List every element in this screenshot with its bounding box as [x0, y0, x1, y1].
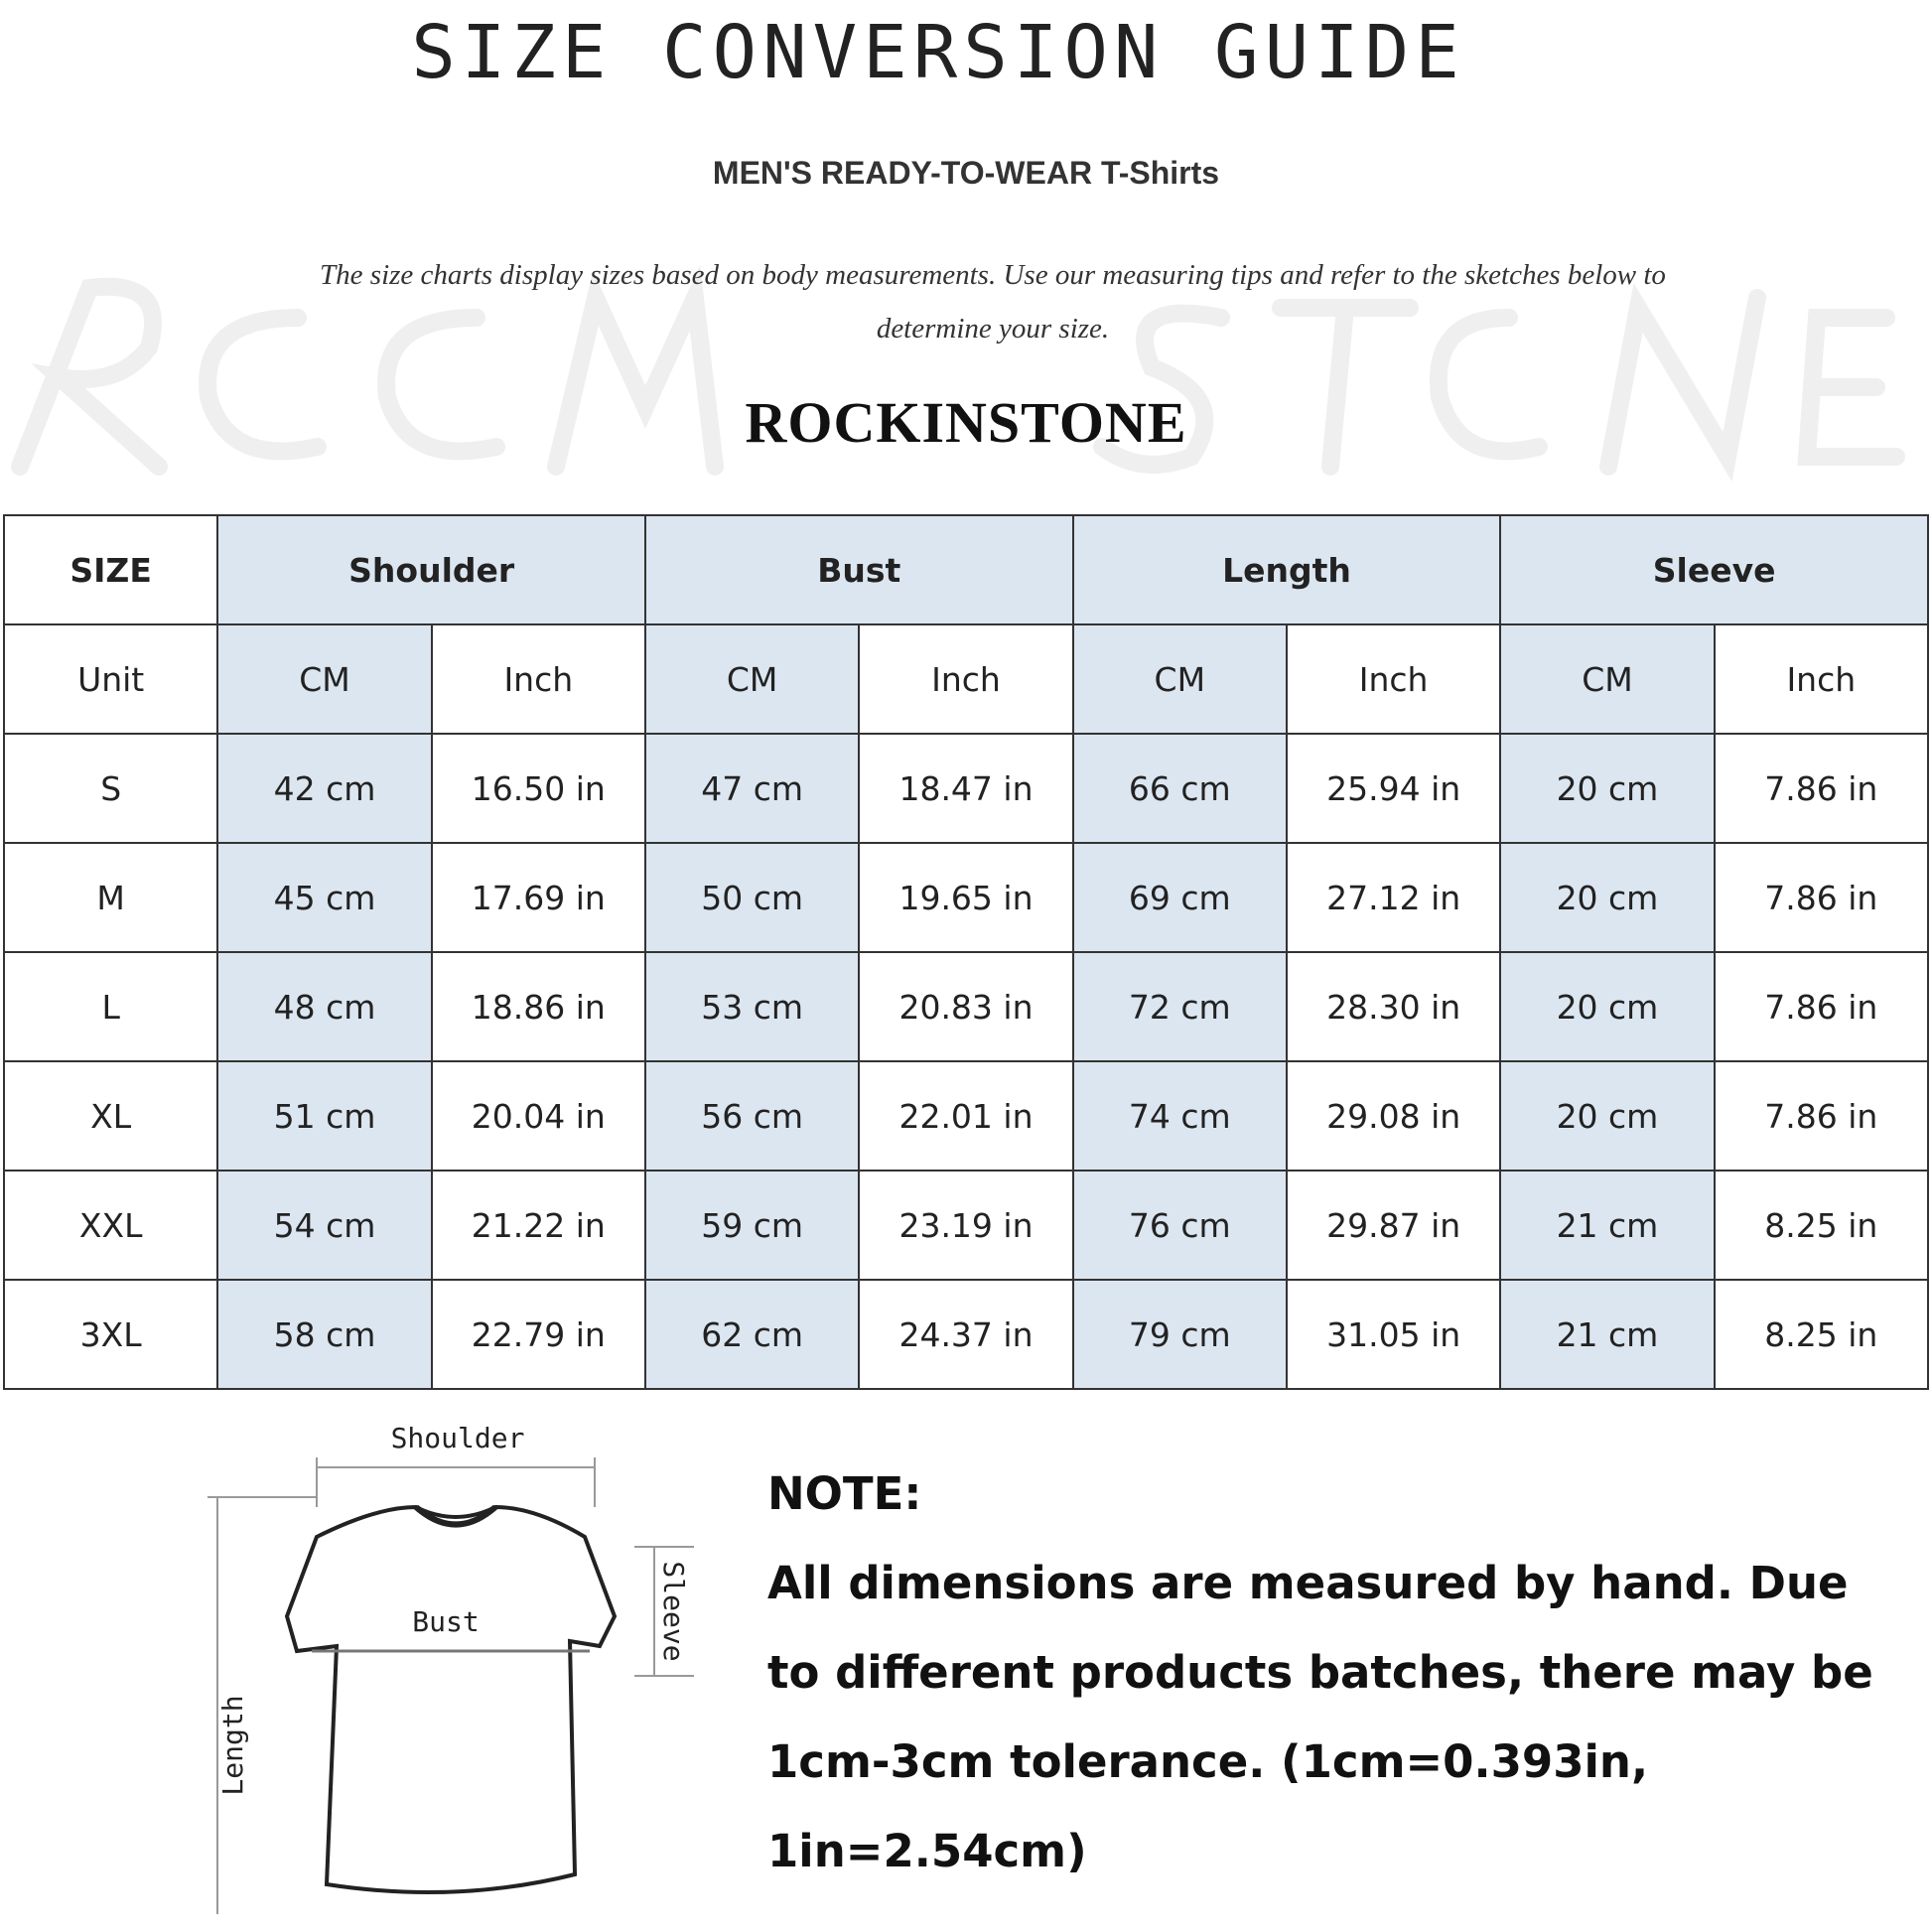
measurement-cell: 7.86 in — [1713, 733, 1930, 844]
unit-cell: CM — [1499, 623, 1716, 735]
size-cell: XXL — [2, 1170, 219, 1281]
unit-cell: Inch — [1285, 623, 1502, 735]
watermark-brush-strokes — [11, 264, 1905, 482]
measurement-cell: 21 cm — [1499, 1279, 1716, 1390]
sleeve-label: Sleeve — [657, 1561, 690, 1661]
measurement-cell: 20.83 in — [858, 951, 1074, 1062]
size-cell: 3XL — [2, 1279, 219, 1390]
table-row: M 45 cm 17.69 in 50 cm 19.65 in 69 cm 27.12 in… — [2, 842, 1930, 953]
group-header: Length — [1071, 514, 1502, 625]
size-table: SIZE Shoulder Bust Length Sleeve Unit CM… — [2, 514, 1930, 1390]
measurement-cell: 51 cm — [216, 1060, 433, 1172]
measurement-cell: 18.47 in — [858, 733, 1074, 844]
measurement-cell: 20 cm — [1499, 842, 1716, 953]
measurement-cell: 66 cm — [1071, 733, 1288, 844]
size-cell: S — [2, 733, 219, 844]
table-row: XL 51 cm 20.04 in 56 cm 22.01 in 74 cm 29.08 i… — [2, 1060, 1930, 1172]
measurement-cell: 56 cm — [643, 1060, 861, 1172]
measurement-cell: 69 cm — [1071, 842, 1288, 953]
note: NOTE: All dimensions are measured by han… — [767, 1449, 1909, 1896]
table-row: 3XL 58 cm 22.79 in 62 cm 24.37 in 79 cm 31.05 … — [2, 1279, 1930, 1390]
shoulder-label: Shoulder — [391, 1422, 525, 1454]
measurement-cell: 27.12 in — [1285, 842, 1502, 953]
measurement-cell: 17.69 in — [430, 842, 646, 953]
measurement-cell: 22.01 in — [858, 1060, 1074, 1172]
tshirt-measurement-sketch: Shoulder Bust Length Sleeve — [207, 1422, 694, 1914]
unit-row: Unit CM Inch CM Inch CM Inch CM Inch — [2, 623, 1930, 735]
group-header-row: SIZE Shoulder Bust Length Sleeve — [2, 514, 1929, 625]
measurement-cell: 31.05 in — [1285, 1279, 1502, 1390]
group-header: Shoulder — [216, 514, 646, 625]
measurement-cell: 25.94 in — [1285, 733, 1502, 844]
size-cell: L — [2, 951, 219, 1062]
measurement-cell: 59 cm — [643, 1170, 861, 1281]
measurement-cell: 20 cm — [1499, 733, 1716, 844]
subtitle: MEN'S READY-TO-WEAR T-Shirts — [712, 155, 1220, 191]
unit-cell: CM — [643, 623, 861, 735]
table-row: L 48 cm 18.86 in 53 cm 20.83 in 72 cm 28.30 in… — [2, 951, 1930, 1062]
measurement-cell: 8.25 in — [1713, 1279, 1930, 1390]
measurement-cell: 20.04 in — [430, 1060, 646, 1172]
measurement-cell: 7.86 in — [1713, 1060, 1930, 1172]
measurement-cell: 18.86 in — [430, 951, 646, 1062]
unit-cell: Inch — [858, 623, 1074, 735]
size-header: SIZE — [2, 514, 219, 625]
table-row: S 42 cm 16.50 in 47 cm 18.47 in 66 cm 25.94 in… — [2, 733, 1930, 844]
length-label: Length — [216, 1695, 249, 1795]
unit-cell: Inch — [1713, 623, 1930, 735]
measurement-cell: 29.87 in — [1285, 1170, 1502, 1281]
measurement-cell: 28.30 in — [1285, 951, 1502, 1062]
unit-cell: Inch — [430, 623, 646, 735]
measurement-cell: 21 cm — [1499, 1170, 1716, 1281]
measurement-cell: 16.50 in — [430, 733, 646, 844]
size-cell: XL — [2, 1060, 219, 1172]
group-header: Bust — [643, 514, 1074, 625]
unit-cell: CM — [1071, 623, 1288, 735]
measurement-cell: 79 cm — [1071, 1279, 1288, 1390]
note-heading: NOTE: — [767, 1467, 922, 1520]
measurement-cell: 72 cm — [1071, 951, 1288, 1062]
measurement-cell: 62 cm — [643, 1279, 861, 1390]
measurement-cell: 23.19 in — [858, 1170, 1074, 1281]
measurement-cell: 76 cm — [1071, 1170, 1288, 1281]
measurement-cell: 50 cm — [643, 842, 861, 953]
measurement-cell: 24.37 in — [858, 1279, 1074, 1390]
measurement-cell: 54 cm — [216, 1170, 433, 1281]
measurement-cell: 20 cm — [1499, 951, 1716, 1062]
note-text: All dimensions are measured by hand. Due… — [767, 1557, 1873, 1877]
measurement-cell: 47 cm — [643, 733, 861, 844]
measurement-cell: 22.79 in — [430, 1279, 646, 1390]
brand-name: ROCKINSTONE — [745, 390, 1187, 455]
measurement-cell: 7.86 in — [1713, 951, 1930, 1062]
page-title: SIZE CONVERSION GUIDE — [411, 10, 1465, 95]
measurement-cell: 7.86 in — [1713, 842, 1930, 953]
unit-cell: CM — [216, 623, 433, 735]
size-cell: M — [2, 842, 219, 953]
table-row: XXL 54 cm 21.22 in 59 cm 23.19 in 76 cm 29.87 … — [2, 1170, 1930, 1281]
measurement-cell: 53 cm — [643, 951, 861, 1062]
measurement-cell: 20 cm — [1499, 1060, 1716, 1172]
measurement-cell: 21.22 in — [430, 1170, 646, 1281]
measurement-cell: 74 cm — [1071, 1060, 1288, 1172]
group-header: Sleeve — [1499, 514, 1929, 625]
measurement-cell: 45 cm — [216, 842, 433, 953]
measurement-cell: 58 cm — [216, 1279, 433, 1390]
measurement-cell: 29.08 in — [1285, 1060, 1502, 1172]
bust-label: Bust — [412, 1605, 479, 1638]
unit-label: Unit — [2, 623, 219, 735]
measurement-cell: 8.25 in — [1713, 1170, 1930, 1281]
measurement-cell: 19.65 in — [858, 842, 1074, 953]
measurement-cell: 48 cm — [216, 951, 433, 1062]
intro-text: The size charts display sizes based on b… — [320, 259, 1666, 345]
measurement-cell: 42 cm — [216, 733, 433, 844]
